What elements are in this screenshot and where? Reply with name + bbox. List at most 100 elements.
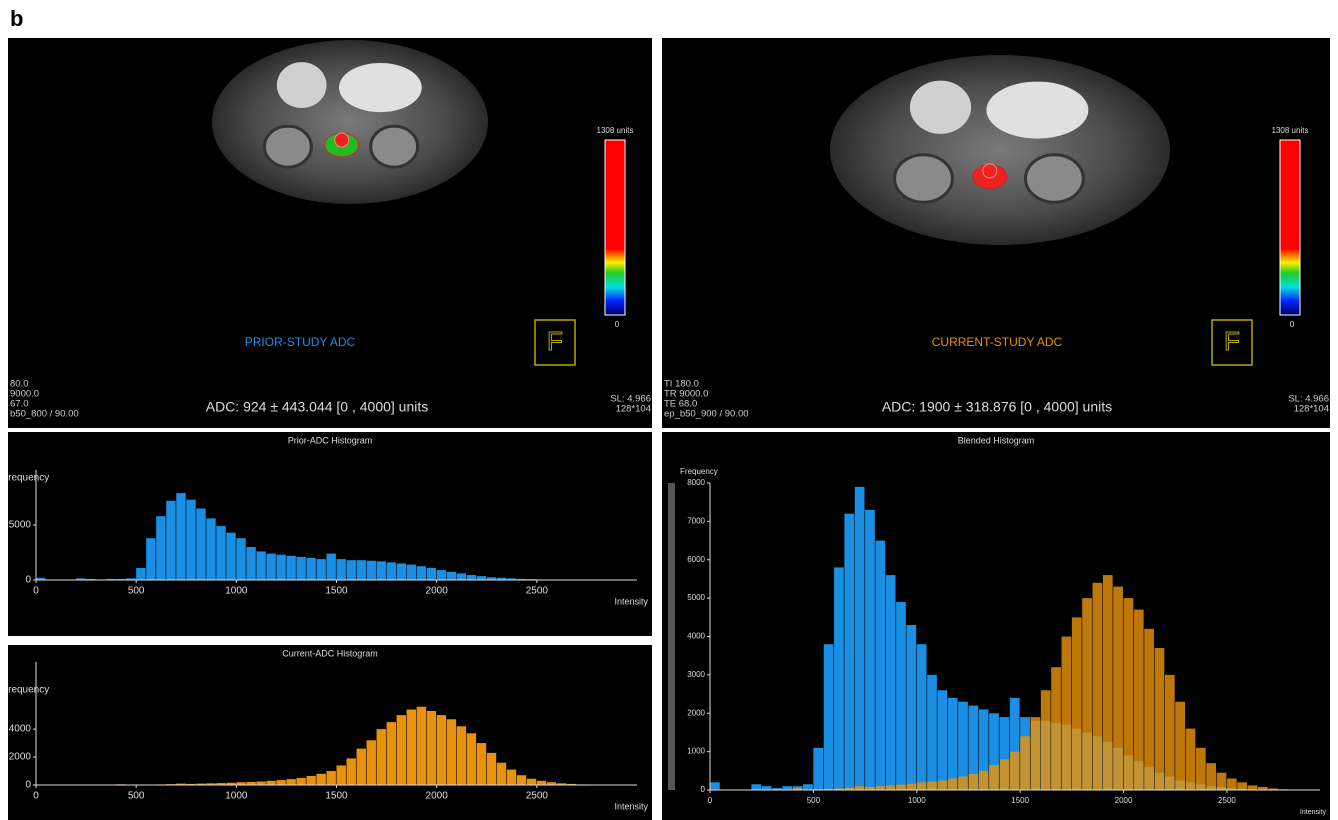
histogram-bar	[146, 538, 155, 580]
histogram-bar	[326, 771, 335, 785]
histogram-bar	[865, 510, 875, 790]
histogram-bar	[824, 644, 834, 790]
histogram-bar	[1020, 736, 1030, 790]
histogram-bar	[407, 710, 416, 785]
y-axis-title: Frequency	[2, 473, 49, 484]
y-tick-label: 4000	[687, 632, 705, 641]
x-axis-title: Intensity	[614, 801, 648, 811]
scrollbar[interactable]	[668, 483, 675, 790]
histogram-bar	[1103, 575, 1113, 790]
x-tick-label: 1500	[325, 791, 348, 802]
histogram-bar	[357, 560, 366, 580]
histogram-bar	[397, 564, 406, 581]
x-tick-label: 0	[708, 796, 713, 805]
histogram-bar	[256, 782, 265, 785]
histogram-bar	[1010, 752, 1020, 790]
histogram-bar	[266, 781, 275, 785]
histogram-bar	[1082, 598, 1092, 790]
y-tick-label: 3000	[687, 670, 705, 679]
histogram-bar	[437, 715, 446, 785]
histogram-bar	[256, 551, 265, 580]
orientation-label: F	[547, 326, 563, 356]
histogram-bar	[296, 778, 305, 785]
histogram-bar	[527, 779, 536, 785]
y-tick-label: 0	[25, 575, 31, 586]
y-tick-label: 5000	[9, 520, 32, 531]
histogram-bar	[979, 771, 989, 790]
x-tick-label: 1500	[1011, 796, 1029, 805]
kidney	[264, 126, 311, 167]
histogram-bar	[1113, 587, 1123, 790]
colorbar-min-label: 0	[1290, 320, 1295, 329]
acquisition-info: ep_b50_900 / 90.00	[664, 409, 749, 420]
organ	[277, 62, 327, 108]
histogram-bar	[906, 625, 916, 790]
histogram-bar	[751, 784, 761, 790]
histogram-bar	[1051, 667, 1061, 790]
x-axis-title: Intensity	[1300, 809, 1327, 816]
histogram-bar	[1237, 782, 1247, 790]
x-tick-label: 0	[33, 586, 39, 597]
histogram-bar	[246, 547, 255, 580]
figure: b 1308 units0FPRIOR-STUDY ADCADC: 924 ± …	[0, 0, 1338, 820]
x-axis-title: Intensity	[614, 596, 648, 606]
histogram-bar	[447, 719, 456, 785]
histogram-bar	[834, 567, 844, 790]
histogram-bar	[855, 487, 865, 790]
y-tick-label: 0	[25, 780, 31, 791]
kidney	[1026, 155, 1084, 203]
histogram-bar	[347, 758, 356, 785]
histogram-bar	[917, 644, 927, 790]
colorbar-max-label: 1308 units	[597, 126, 634, 135]
x-tick-label: 0	[33, 791, 39, 802]
x-tick-label: 2500	[1218, 796, 1236, 805]
histogram-bar	[927, 675, 937, 790]
histogram-bar	[407, 565, 416, 580]
histogram-bar	[875, 786, 885, 790]
histogram-bar	[762, 786, 772, 790]
histogram-bar	[337, 559, 346, 580]
body-outline	[212, 40, 488, 204]
histogram-bar	[467, 733, 476, 785]
histogram-bar	[447, 572, 456, 580]
roi-inner	[335, 133, 349, 147]
histogram-bar	[176, 493, 185, 580]
adc-stats: ADC: 1900 ± 318.876 [0 , 4000] units	[882, 399, 1112, 415]
histogram-bar	[367, 561, 376, 580]
adc-stats: ADC: 924 ± 443.044 [0 , 4000] units	[206, 399, 429, 415]
histogram-bar	[1072, 617, 1082, 790]
histogram-bar	[196, 509, 205, 581]
histogram-bar	[467, 575, 476, 580]
histogram-bar	[886, 785, 896, 790]
roi-inner	[983, 164, 997, 178]
y-tick-label: 1000	[687, 747, 705, 756]
histogram-bar	[276, 555, 285, 580]
histogram-bar	[1031, 717, 1041, 790]
x-tick-label: 2500	[526, 791, 549, 802]
histogram-bar	[782, 786, 792, 790]
histogram-bar	[397, 715, 406, 785]
histogram-bar	[136, 568, 145, 580]
x-tick-label: 2000	[1115, 796, 1133, 805]
histogram-bar	[377, 729, 386, 785]
x-tick-label: 2500	[526, 586, 549, 597]
histogram-bar	[377, 561, 386, 580]
figure-label: b	[10, 6, 23, 31]
histogram-bar	[1175, 702, 1185, 790]
orientation-label: F	[1224, 326, 1240, 356]
histogram-bar	[357, 749, 366, 785]
histogram-bar	[427, 568, 436, 580]
histogram-bar	[1206, 763, 1216, 790]
histogram-bar	[906, 784, 916, 790]
histogram-bar	[948, 698, 958, 790]
histogram-bar	[517, 775, 526, 785]
y-axis-title: Frequency	[2, 685, 49, 696]
y-axis-title: Frequency	[680, 467, 718, 476]
histogram-bar	[427, 711, 436, 785]
page: b 1308 units0FPRIOR-STUDY ADCADC: 924 ± …	[0, 0, 1338, 820]
histogram-bar	[387, 722, 396, 785]
histogram-bar	[1196, 748, 1206, 790]
x-tick-label: 2000	[426, 586, 449, 597]
histogram-bar	[948, 778, 958, 790]
